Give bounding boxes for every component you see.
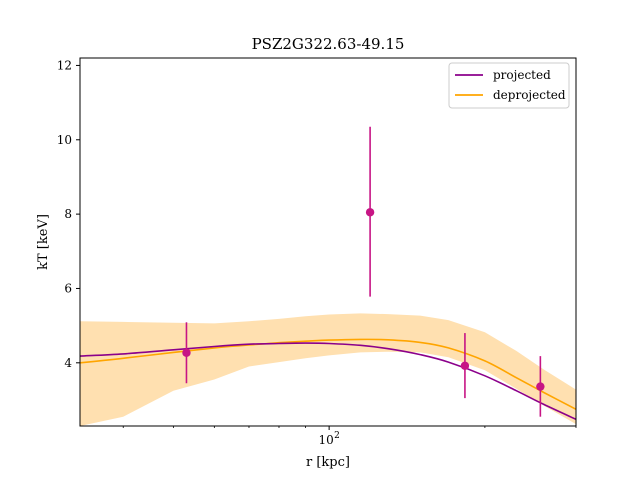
y-tick-label: 4 [64,356,72,370]
data-point-3 [460,361,470,370]
data-point-2 [365,208,375,217]
y-tick-label: 10 [57,133,72,147]
y-tick-label: 6 [64,281,72,295]
x-tick-exponent: 2 [334,431,340,441]
x-axis-label: r [kpc] [306,455,350,470]
data-point-1 [182,348,191,357]
legend-label-projected: projected [493,68,551,82]
data-point-4 [536,382,545,391]
y-axis-label: kT [keV] [36,214,51,270]
x-tick-label: 10 [318,433,333,447]
y-tick-label: 12 [57,58,72,72]
legend-label-deprojected: deprojected [493,88,566,102]
plot-frame [79,57,577,427]
y-tick-label: 8 [64,207,72,221]
deprojected-uncertainty-band [80,313,576,426]
deprojected-line [80,338,576,411]
plot-area [80,126,576,426]
chart-title: PSZ2G322.63-49.15 [252,35,405,53]
legend: projected deprojected [448,62,570,109]
projected-line [80,342,576,421]
